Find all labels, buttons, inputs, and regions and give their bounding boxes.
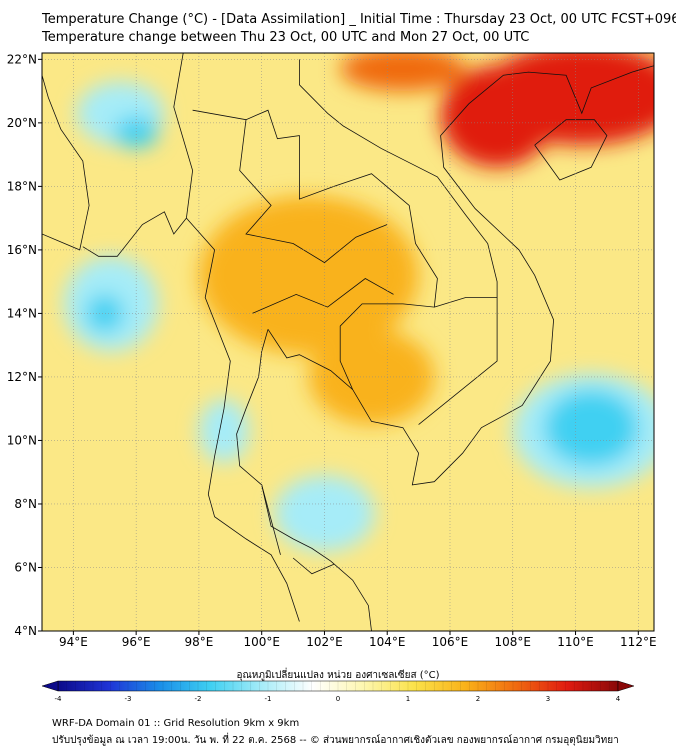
lat-tick-label-7: 18°N (7, 179, 37, 193)
lon-tick-label-3: 100°E (243, 635, 280, 649)
colorbar: -4 -3 -2 -1 0 1 2 3 4 (41, 680, 635, 703)
lon-tick-label-1: 96°E (122, 635, 151, 649)
boundary-line-4 (42, 75, 90, 251)
boundary-line-12 (252, 278, 394, 314)
colorbar-tick-7: 3 (546, 695, 550, 703)
field-blob-1 (440, 65, 554, 168)
field-blob-11 (198, 399, 250, 463)
boundary-line-3 (534, 119, 608, 181)
lon-tick-label-0: 94°E (59, 635, 88, 649)
boundary-line-0 (173, 53, 300, 622)
lat-tick-label-9: 22°N (7, 52, 37, 66)
boundary-line-6 (192, 109, 438, 390)
field-blob-12 (114, 116, 159, 149)
colorbar-tick-0: -4 (55, 695, 63, 703)
field-blob-14 (85, 294, 124, 333)
footer-credit: ปรับปรุงข้อมูล ณ เวลา 19:00น. วัน พ. ที่… (52, 735, 619, 746)
footer-model-info: WRF-DA Domain 01 :: Grid Resolution 9km … (52, 718, 300, 729)
lat-tick-label-0: 4°N (14, 624, 37, 638)
boundary-line-9 (261, 484, 281, 555)
country-borders (42, 53, 654, 631)
colorbar-max-arrow (617, 680, 635, 692)
colorbar-label: อุณหภูมิเปลี่ยนแปลง หน่วย องศาเซลเซียส (… (236, 670, 440, 681)
axis-ticks: 94°E 96°E 98°E 100°E 102°E 104°E 106°E 108°E 110… (7, 52, 657, 649)
colorbar-tick-5: 1 (406, 695, 410, 703)
boundary-line-10 (292, 557, 335, 575)
lat-tick-label-5: 14°N (7, 306, 37, 320)
boundary-line-11 (239, 119, 388, 264)
lon-tick-label-9: 112°E (620, 635, 657, 649)
lat-tick-label-8: 20°N (7, 116, 37, 130)
graticule (42, 53, 654, 631)
boundary-line-2 (236, 329, 372, 631)
boundary-line-8 (299, 59, 498, 298)
colorbar-tick-1: -3 (125, 695, 132, 703)
lat-tick-label-2: 8°N (14, 497, 37, 511)
lat-tick-label-3: 10°N (7, 433, 37, 447)
boundary-line-5 (82, 211, 187, 257)
lon-tick-label-4: 102°E (306, 635, 343, 649)
map-frame (41, 52, 655, 632)
lon-tick-label-6: 106°E (432, 635, 469, 649)
colorbar-tick-6: 2 (476, 695, 480, 703)
colorbar-tick-8: 4 (616, 695, 621, 703)
colorbar-tick-3: -1 (265, 695, 272, 703)
field-blob-13 (544, 389, 639, 466)
lon-tick-label-5: 104°E (369, 635, 406, 649)
colorbar-tick-4: 0 (336, 695, 340, 703)
lon-tick-label-8: 110°E (557, 635, 594, 649)
colorbar-min-arrow (41, 680, 59, 692)
boundary-line-1 (267, 65, 654, 486)
lat-tick-label-1: 6°N (14, 560, 37, 574)
field-blob-10 (274, 475, 375, 552)
chart-subtitle: Temperature change between Thu 23 Oct, 0… (42, 30, 530, 45)
lat-tick-label-4: 12°N (7, 370, 37, 384)
chart-title: Temperature Change (°C) - [Data Assimila… (42, 12, 676, 27)
boundary-line-7 (418, 297, 498, 425)
lat-tick-label-6: 16°N (7, 243, 37, 257)
colorbar-tick-2: -2 (195, 695, 202, 703)
field-blob-2 (340, 53, 466, 92)
lon-tick-label-2: 98°E (184, 635, 213, 649)
lon-tick-label-7: 108°E (495, 635, 532, 649)
